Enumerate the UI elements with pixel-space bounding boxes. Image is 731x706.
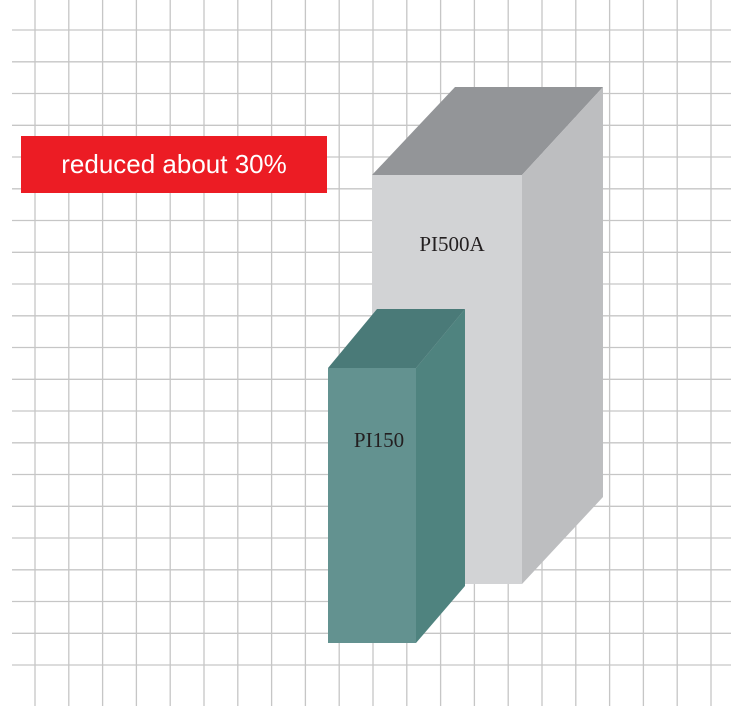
pi150-box: PI150 xyxy=(328,309,465,643)
pi150-label: PI150 xyxy=(354,428,404,452)
pi500a-side-face xyxy=(522,87,603,584)
reduction-badge-background xyxy=(21,136,327,193)
pi150-side-face xyxy=(416,309,465,643)
pi150-top-face xyxy=(328,309,465,368)
reduction-badge: reduced about 30% xyxy=(21,136,327,193)
pi500a-label: PI500A xyxy=(419,232,485,256)
pi150-front-face xyxy=(328,368,416,643)
reduction-badge-text: reduced about 30% xyxy=(61,149,287,179)
pi500a-top-face xyxy=(372,87,603,175)
